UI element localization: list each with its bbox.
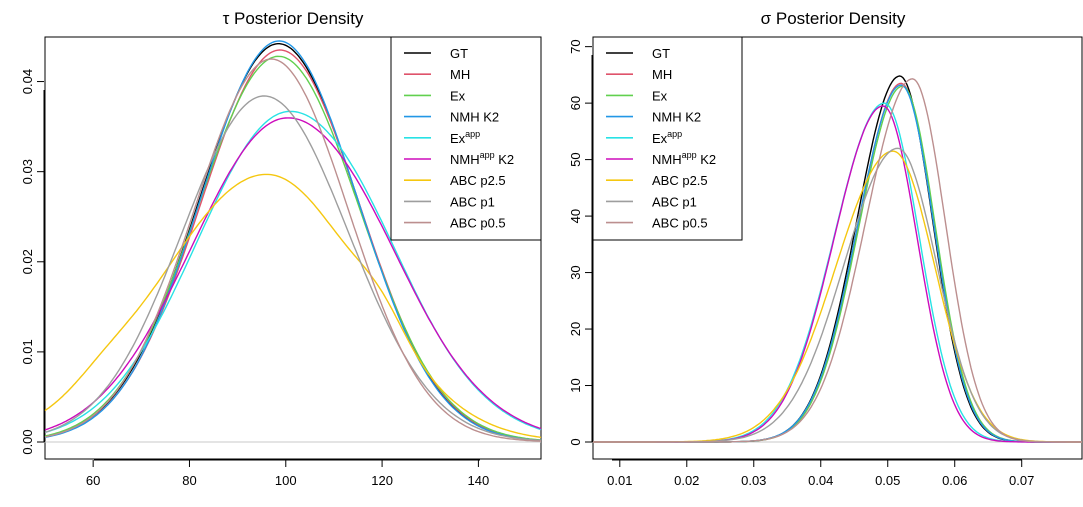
chart-title: σ Posterior Density (761, 9, 906, 28)
legend-label: GT (450, 46, 468, 61)
x-tick-label: 0.05 (875, 473, 900, 488)
y-tick-label: 0.03 (20, 159, 35, 184)
x-tick-label: 140 (468, 473, 490, 488)
legend-label: GT (652, 46, 670, 61)
x-tick-label: 0.06 (942, 473, 967, 488)
legend-label: ABC p2.5 (652, 173, 708, 188)
y-tick-label: 50 (568, 152, 583, 166)
x-tick-label: 0.03 (741, 473, 766, 488)
legend-label: ABC p0.5 (450, 216, 506, 231)
y-tick-label: 20 (568, 322, 583, 336)
legend-label: ABC p1 (652, 194, 697, 209)
legend-label: MH (450, 67, 470, 82)
y-tick-label: 0.01 (20, 339, 35, 364)
legend-label: NMHapp K2 (450, 150, 514, 167)
legend-label: Ex (652, 88, 668, 103)
y-tick-label: 30 (568, 265, 583, 279)
sigma-density-panel: σ Posterior Density 0.01 0.02 0.03 0.04 0.05… (568, 9, 1083, 488)
series-line (44, 117, 542, 431)
series-line (44, 40, 542, 442)
legend-label: ABC p2.5 (450, 173, 506, 188)
legend-label: ABC p1 (450, 194, 495, 209)
plot-frame (44, 36, 542, 460)
x-tick-label: 100 (275, 473, 297, 488)
chart-title: τ Posterior Density (223, 9, 364, 28)
curve-group (593, 75, 1082, 443)
y-tick-label: 40 (568, 209, 583, 223)
x-ticks: 60 80 100 120 140 (86, 460, 489, 488)
y-tick-label: 10 (568, 378, 583, 392)
x-tick-label: 0.01 (607, 473, 632, 488)
y-ticks: 0 10 20 30 40 50 60 70 (568, 39, 592, 446)
x-tick-label: 0.02 (674, 473, 699, 488)
series-line (44, 173, 542, 439)
series-line (593, 78, 1082, 443)
series-line (44, 58, 542, 442)
y-tick-label: 70 (568, 39, 583, 53)
series-line (44, 95, 542, 442)
legend-label: MH (652, 67, 672, 82)
x-tick-label: 0.07 (1009, 473, 1034, 488)
y-tick-label: 0.04 (20, 69, 35, 94)
x-tick-label: 60 (86, 473, 100, 488)
y-tick-label: 60 (568, 96, 583, 110)
y-tick-label: 0.02 (20, 249, 35, 274)
plot-frame (592, 36, 1083, 460)
y-tick-label: 0 (568, 438, 583, 445)
legend-label: Ex (450, 88, 466, 103)
y-ticks: 0.00 0.01 0.02 0.03 0.04 (20, 69, 44, 455)
curve-group (44, 40, 542, 442)
legend-label: ABC p0.5 (652, 216, 708, 231)
x-tick-label: 80 (182, 473, 196, 488)
y-tick-label: 0.00 (20, 429, 35, 454)
legend-label: NMH K2 (652, 110, 701, 125)
tau-density-panel: τ Posterior Density 60 80 100 120 140 0.000.… (20, 9, 542, 488)
x-ticks: 0.01 0.02 0.03 0.04 0.05 0.06 0.07 (607, 460, 1034, 488)
legend-label: NMHapp K2 (652, 150, 716, 167)
legend-label: NMH K2 (450, 110, 499, 125)
x-tick-label: 120 (371, 473, 393, 488)
x-tick-label: 0.04 (808, 473, 833, 488)
